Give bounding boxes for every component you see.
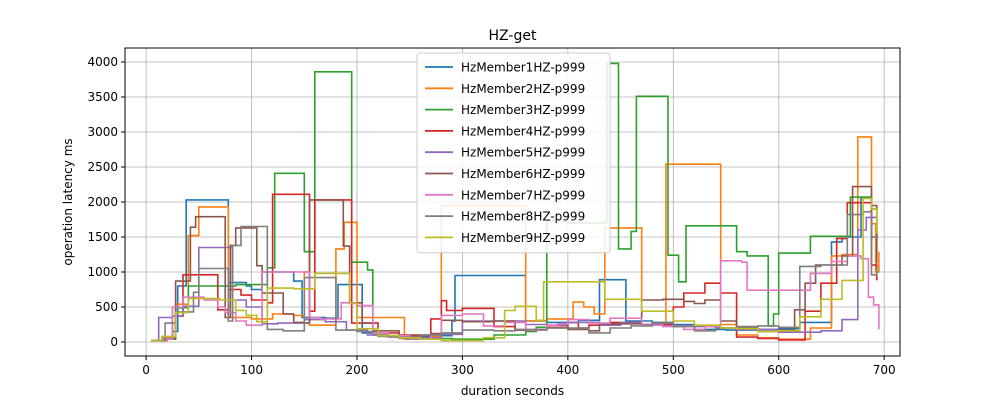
series-line — [151, 197, 878, 342]
x-tick-label: 500 — [662, 363, 685, 377]
x-axis-label: duration seconds — [461, 384, 564, 398]
chart-title: HZ-get — [489, 28, 537, 44]
x-tick-label: 600 — [767, 363, 790, 377]
legend-label: HzMember3HZ-p999 — [461, 103, 585, 117]
series-line — [151, 211, 878, 342]
legend-label: HzMember5HZ-p999 — [461, 146, 585, 160]
legend-label: HzMember9HZ-p999 — [461, 231, 585, 245]
y-tick-label: 2000 — [87, 195, 118, 209]
x-tick-label: 300 — [451, 363, 474, 377]
y-tick-label: 3500 — [87, 90, 118, 104]
y-tick-label: 2500 — [87, 160, 118, 174]
axis-ticks: 0 100 200 300 400 500 600 700 0 500 1000 1500 2000 25… — [87, 55, 895, 377]
x-tick-label: 100 — [240, 363, 263, 377]
legend-label: HzMember8HZ-p999 — [461, 210, 585, 224]
legend: HzMember1HZ-p999 HzMember2HZ-p999 HzMember… — [416, 52, 611, 254]
legend-label: HzMember1HZ-p999 — [461, 61, 585, 75]
y-axis-label: operation latency ms — [61, 138, 75, 265]
y-tick-label: 4000 — [87, 55, 118, 69]
y-tick-label: 0 — [110, 335, 118, 349]
legend-box — [416, 52, 611, 254]
legend-label: HzMember7HZ-p999 — [461, 188, 585, 202]
x-tick-label: 700 — [873, 363, 896, 377]
series-line — [151, 62, 878, 342]
y-tick-label: 1500 — [87, 230, 118, 244]
series-lines — [151, 62, 880, 342]
x-tick-label: 0 — [142, 363, 150, 377]
legend-label: HzMember6HZ-p999 — [461, 167, 585, 181]
legend-label: HzMember4HZ-p999 — [461, 124, 585, 138]
y-tick-label: 1000 — [87, 265, 118, 279]
x-tick-label: 200 — [346, 363, 369, 377]
legend-label: HzMember2HZ-p999 — [461, 82, 585, 96]
x-tick-label: 400 — [556, 363, 579, 377]
y-tick-label: 3000 — [87, 125, 118, 139]
y-tick-label: 500 — [95, 300, 118, 314]
